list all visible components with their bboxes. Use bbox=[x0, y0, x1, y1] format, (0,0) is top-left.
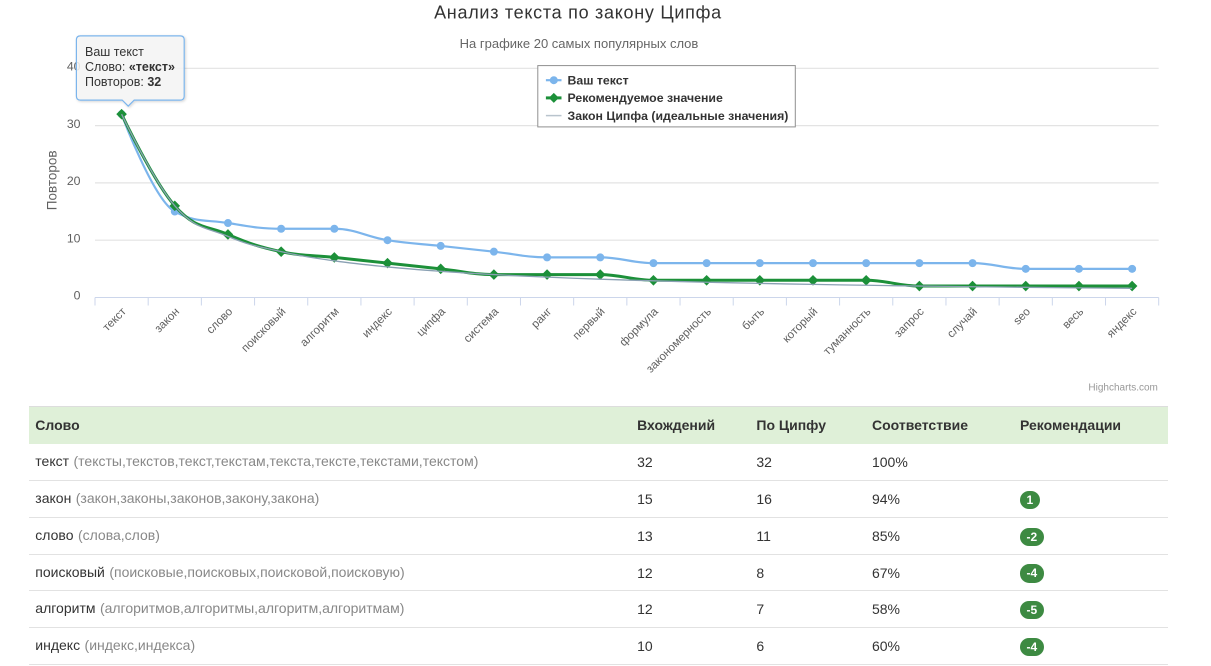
svg-text:Анализ текста по закону Ципфа: Анализ текста по закону Ципфа bbox=[434, 2, 722, 22]
svg-text:формула: формула bbox=[618, 305, 661, 348]
svg-text:яндекс: яндекс bbox=[1105, 306, 1140, 341]
svg-text:Закон Ципфа (идеальные значени: Закон Ципфа (идеальные значения) bbox=[568, 109, 789, 123]
svg-text:случай: случай bbox=[945, 306, 980, 341]
svg-text:поисковый: поисковый bbox=[240, 306, 289, 355]
svg-text:На графике 20 самых популярных: На графике 20 самых популярных слов bbox=[460, 36, 699, 51]
svg-text:закон: закон bbox=[153, 306, 182, 335]
svg-text:Рекомендуемое значение: Рекомендуемое значение bbox=[568, 91, 723, 105]
svg-text:алгоритм: алгоритм bbox=[298, 306, 342, 350]
svg-text:Ваш текст: Ваш текст bbox=[85, 45, 144, 59]
svg-text:10: 10 bbox=[67, 231, 81, 245]
svg-text:0: 0 bbox=[74, 289, 81, 303]
svg-text:seo: seo bbox=[1011, 306, 1033, 328]
svg-text:туманность: туманность bbox=[822, 306, 874, 358]
svg-text:20: 20 bbox=[67, 174, 81, 188]
svg-text:ципфа: ципфа bbox=[415, 305, 449, 339]
svg-text:Слово: «текст»: Слово: «текст» bbox=[85, 60, 175, 74]
svg-text:система: система bbox=[462, 305, 502, 345]
svg-text:запрос: запрос bbox=[892, 306, 926, 340]
svg-text:весь: весь bbox=[1061, 306, 1087, 332]
svg-text:Ваш текст: Ваш текст bbox=[568, 74, 629, 88]
svg-text:слово: слово bbox=[205, 306, 236, 337]
svg-text:Повторов: 32: Повторов: 32 bbox=[85, 75, 161, 89]
svg-text:Highcharts.com: Highcharts.com bbox=[1088, 383, 1157, 394]
svg-text:который: который bbox=[781, 306, 821, 346]
svg-text:быть: быть bbox=[740, 306, 767, 333]
svg-text:30: 30 bbox=[67, 117, 81, 131]
svg-text:индекс: индекс bbox=[360, 306, 395, 341]
svg-text:первый: первый bbox=[571, 306, 608, 343]
svg-text:ранг: ранг bbox=[529, 306, 554, 331]
svg-text:текст: текст bbox=[101, 305, 130, 334]
svg-text:Повторов: Повторов bbox=[45, 150, 60, 210]
